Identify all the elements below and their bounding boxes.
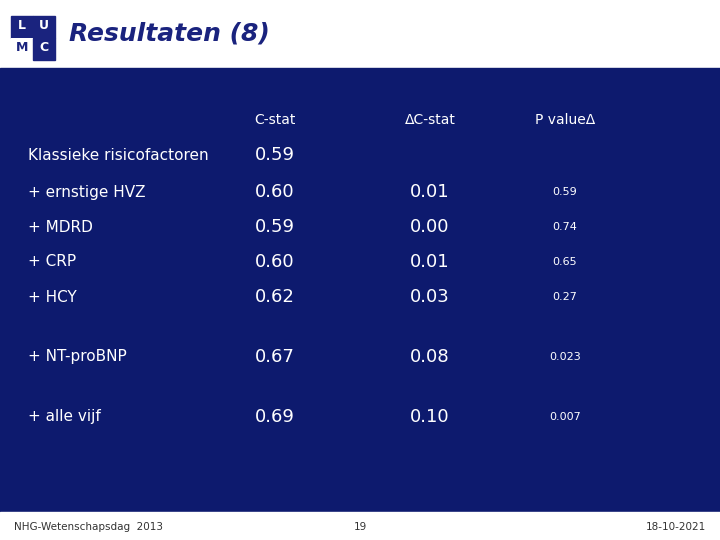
Text: P valueΔ: P valueΔ (535, 113, 595, 127)
Text: Klassieke risicofactoren: Klassieke risicofactoren (28, 147, 209, 163)
Bar (33, 16, 55, 38)
Text: 0.01: 0.01 (410, 183, 450, 201)
Text: 18-10-2021: 18-10-2021 (646, 522, 706, 532)
Text: 0.27: 0.27 (552, 292, 577, 302)
Text: L: L (18, 19, 26, 32)
Text: 0.65: 0.65 (553, 257, 577, 267)
Text: C: C (40, 42, 48, 55)
Text: + CRP: + CRP (28, 254, 76, 269)
Text: 0.74: 0.74 (552, 222, 577, 232)
Text: 0.59: 0.59 (255, 218, 295, 236)
Text: 0.10: 0.10 (410, 408, 450, 426)
Text: 19: 19 (354, 522, 366, 532)
Bar (11, 16, 33, 38)
Text: 0.023: 0.023 (549, 352, 581, 362)
Text: NHG-Wetenschapsdag  2013: NHG-Wetenschapsdag 2013 (14, 522, 163, 532)
Text: 0.60: 0.60 (255, 253, 294, 271)
Bar (0, 68, 720, 512)
Text: 0.59: 0.59 (255, 146, 295, 164)
Text: ΔC-stat: ΔC-stat (405, 113, 456, 127)
Text: 0.59: 0.59 (553, 187, 577, 197)
Text: C-stat: C-stat (254, 113, 296, 127)
Text: 0.00: 0.00 (410, 218, 450, 236)
Text: U: U (39, 19, 49, 32)
Text: + MDRD: + MDRD (28, 219, 93, 234)
Text: 0.01: 0.01 (410, 253, 450, 271)
Text: 0.67: 0.67 (255, 348, 295, 366)
Text: Resultaten (8): Resultaten (8) (69, 22, 270, 46)
Bar (11, 38, 33, 60)
Bar (33, 38, 55, 60)
Text: + NT-proBNP: + NT-proBNP (28, 349, 127, 364)
Text: M: M (16, 42, 28, 55)
Text: + HCY: + HCY (28, 289, 77, 305)
Text: 0.08: 0.08 (410, 348, 450, 366)
Text: 0.62: 0.62 (255, 288, 295, 306)
Bar (0, 0, 720, 68)
Text: 0.03: 0.03 (410, 288, 450, 306)
Text: 0.60: 0.60 (255, 183, 294, 201)
Text: 0.69: 0.69 (255, 408, 295, 426)
Bar (0, 512, 720, 540)
Text: + ernstige HVZ: + ernstige HVZ (28, 185, 145, 199)
Text: + alle vijf: + alle vijf (28, 409, 101, 424)
Text: 0.007: 0.007 (549, 412, 581, 422)
